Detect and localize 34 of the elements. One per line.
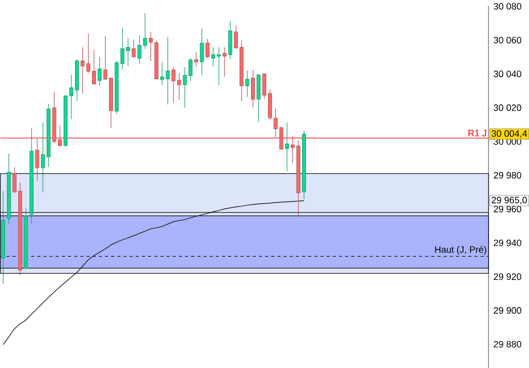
- candlestick: [194, 52, 198, 67]
- candlestick: [274, 107, 278, 138]
- y-tick-label: 30 040: [494, 70, 522, 78]
- y-tick-label: 29 940: [494, 239, 522, 246]
- candlestick: [222, 46, 227, 77]
- y-tick-label: 29 920: [494, 273, 522, 280]
- y-tick-label: 29 960: [494, 206, 522, 212]
- y-tick-label: 29 880: [494, 340, 522, 348]
- candlestick: [160, 61, 164, 86]
- candlestick: [245, 70, 250, 98]
- candlestick: [132, 39, 136, 58]
- y-tick-label: 29 900: [494, 307, 522, 314]
- candlestick: [166, 36, 170, 105]
- candlestick: [228, 21, 232, 60]
- y-tick-label: 30 020: [494, 104, 522, 111]
- candlestick: [80, 46, 85, 94]
- ref-line-label: R1 J: [468, 130, 486, 136]
- candlestick: [148, 31, 153, 62]
- candlestick: [206, 38, 210, 58]
- y-tick-label: 30 060: [494, 36, 522, 44]
- text: 29 965,0: [492, 196, 527, 204]
- candlestick: [200, 28, 204, 76]
- text: 30 004,4: [492, 130, 527, 138]
- candlestick: [250, 69, 255, 108]
- candlestick: [98, 56, 102, 86]
- candlestick: [285, 122, 289, 172]
- candlestick: [211, 46, 216, 66]
- y-tick-label: 29 980: [494, 172, 522, 178]
- candlestick: [216, 46, 221, 86]
- candlestick: [35, 138, 40, 182]
- candlestick: [279, 127, 284, 150]
- candlestick: [290, 136, 295, 164]
- ref-line-label: Haut (J, Pré): [435, 246, 486, 254]
- y-tick-label: 30 080: [494, 2, 522, 10]
